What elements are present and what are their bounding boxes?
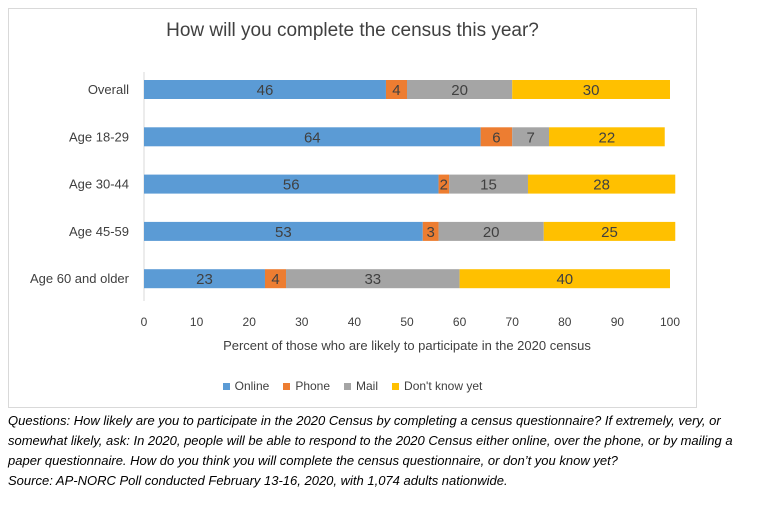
bar-don-t-know-yet-overall	[512, 80, 670, 99]
data-label: 4	[392, 82, 400, 99]
category-label: Overall	[88, 82, 129, 97]
data-label: 2	[440, 177, 448, 194]
x-tick-label: 70	[506, 315, 520, 329]
bar-mail-age-18-29	[512, 127, 550, 147]
legend-item-phone: Phone	[283, 379, 330, 393]
data-label: 20	[483, 224, 500, 241]
category-label: Age 18-29	[69, 129, 129, 144]
questions-note: Questions: How likely are you to partici…	[8, 413, 733, 468]
bar-online-age-45-59	[144, 221, 423, 241]
data-label: 33	[364, 271, 381, 288]
legend-swatch	[283, 382, 291, 390]
data-label: 28	[593, 177, 610, 194]
data-label: 40	[556, 271, 573, 288]
chart-title: How will you complete the census this ye…	[166, 20, 539, 41]
x-tick-label: 0	[141, 315, 148, 329]
data-label: 25	[601, 224, 618, 241]
data-label: 7	[526, 129, 534, 146]
chart-frame	[8, 8, 697, 408]
x-tick-label: 100	[660, 315, 680, 329]
x-tick-label: 40	[348, 315, 362, 329]
chart-notes: Questions: How likely are you to partici…	[8, 411, 758, 491]
bar-mail-age-45-59	[438, 221, 544, 241]
x-tick-label: 30	[295, 315, 309, 329]
data-label: 4	[271, 271, 279, 288]
legend-label: Phone	[295, 379, 331, 393]
bar-phone-age-45-59	[422, 221, 439, 241]
legend-swatch	[344, 382, 352, 390]
bar-phone-age-60-and-older	[264, 269, 287, 289]
legend-item-online: Online	[222, 379, 270, 393]
data-label: 64	[304, 129, 321, 146]
data-label: 53	[275, 224, 292, 241]
bar-online-overall	[144, 80, 386, 99]
data-label: 20	[451, 82, 468, 99]
data-label: 22	[599, 129, 616, 146]
data-label: 15	[480, 177, 497, 194]
data-label: 3	[426, 224, 434, 241]
bar-phone-overall	[385, 80, 407, 99]
legend-swatch	[222, 382, 230, 390]
x-tick-label: 10	[190, 315, 204, 329]
x-tick-label: 20	[243, 315, 257, 329]
category-label: Age 45-59	[69, 224, 129, 239]
source-note: Source: AP-NORC Poll conducted February …	[8, 473, 508, 488]
bar-don-t-know-yet-age-60-and-older	[459, 269, 670, 289]
data-label: 30	[583, 82, 600, 99]
bar-mail-age-30-44	[449, 174, 528, 194]
bar-don-t-know-yet-age-18-29	[549, 127, 665, 147]
category-label: Age 60 and older	[30, 271, 130, 286]
data-label: 6	[492, 129, 500, 146]
chart-legend: Online Phone Mail Don't know yet	[0, 379, 705, 393]
x-axis-title: Percent of those who are likely to parti…	[223, 338, 591, 353]
bar-online-age-60-and-older	[144, 269, 265, 289]
bar-don-t-know-yet-age-45-59	[543, 221, 676, 241]
legend-label: Mail	[356, 379, 379, 393]
data-label: 46	[257, 82, 274, 99]
bar-online-age-18-29	[144, 127, 481, 147]
bar-online-age-30-44	[144, 174, 439, 194]
x-tick-label: 80	[558, 315, 572, 329]
legend-swatch	[392, 382, 400, 390]
bar-mail-age-60-and-older	[286, 269, 460, 289]
x-tick-label: 60	[453, 315, 467, 329]
bar-phone-age-18-29	[480, 127, 513, 147]
bar-phone-age-30-44	[438, 174, 450, 194]
legend-label: Don't know yet	[404, 379, 483, 393]
data-label: 23	[196, 271, 213, 288]
bar-mail-overall	[407, 80, 513, 99]
data-label: 56	[283, 177, 300, 194]
legend-label: Online	[234, 379, 270, 393]
legend-item-don-t-know-yet: Don't know yet	[392, 379, 482, 393]
category-label: Age 30-44	[69, 177, 129, 192]
legend-item-mail: Mail	[344, 379, 378, 393]
bar-don-t-know-yet-age-30-44	[527, 174, 676, 194]
x-tick-label: 90	[611, 315, 625, 329]
x-tick-label: 50	[400, 315, 414, 329]
